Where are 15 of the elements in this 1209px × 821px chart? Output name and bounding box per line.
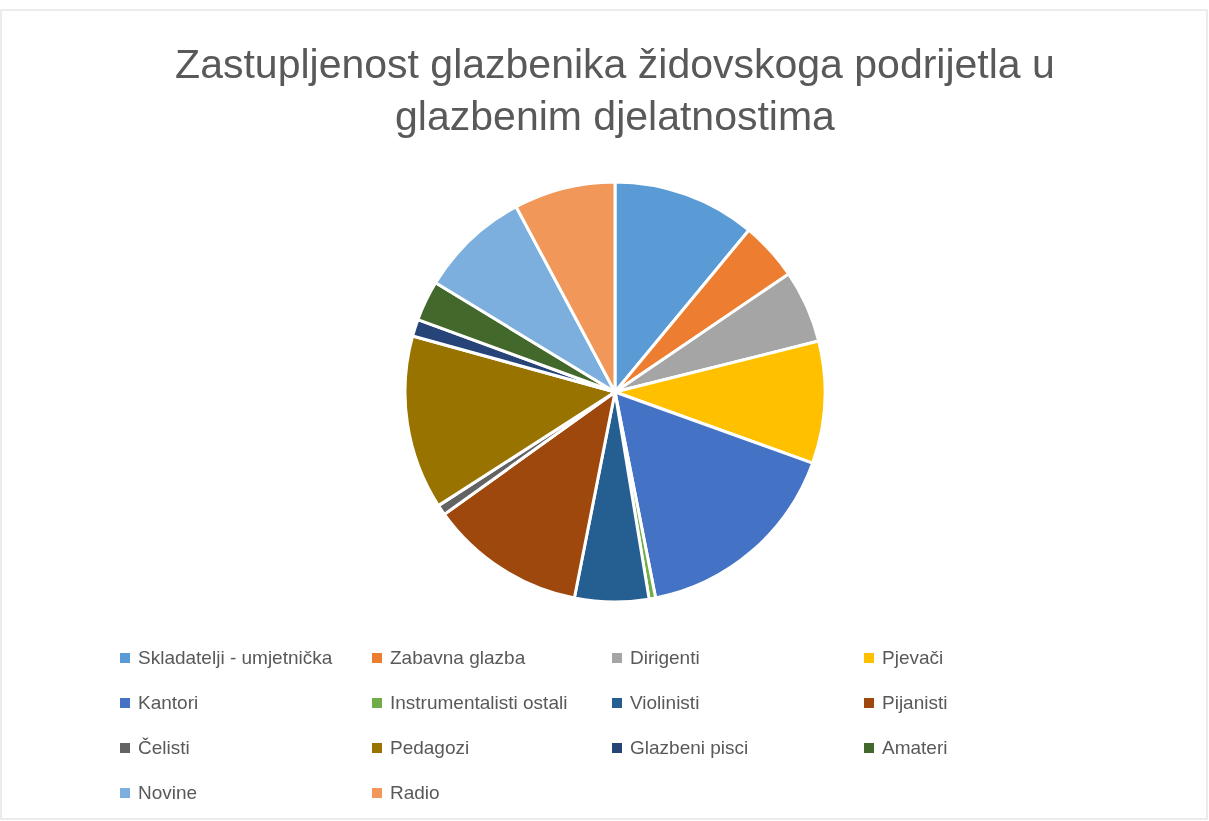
legend-label: Radio (390, 782, 440, 803)
legend-label: Čelisti (138, 737, 190, 758)
legend-label: Dirigenti (630, 647, 700, 668)
legend-label: Violinisti (630, 692, 700, 713)
legend-label: Glazbeni pisci (630, 737, 749, 758)
chart-title: Zastupljenost glazbenika židovskoga podrijetla u glazbenim djelatnostima (175, 41, 1055, 139)
legend-label: Pedagozi (390, 737, 470, 758)
legend-label: Pijanisti (882, 692, 948, 713)
legend-label: Zabavna glazba (390, 647, 526, 668)
legend-label: Pjevači (882, 647, 944, 668)
legend-label: Skladatelji - umjetnička (138, 647, 333, 668)
legend-label: Instrumentalisti ostali (390, 692, 568, 713)
legend-label: Novine (138, 782, 198, 803)
legend-label: Kantori (138, 692, 199, 713)
legend-label: Amateri (882, 737, 948, 758)
